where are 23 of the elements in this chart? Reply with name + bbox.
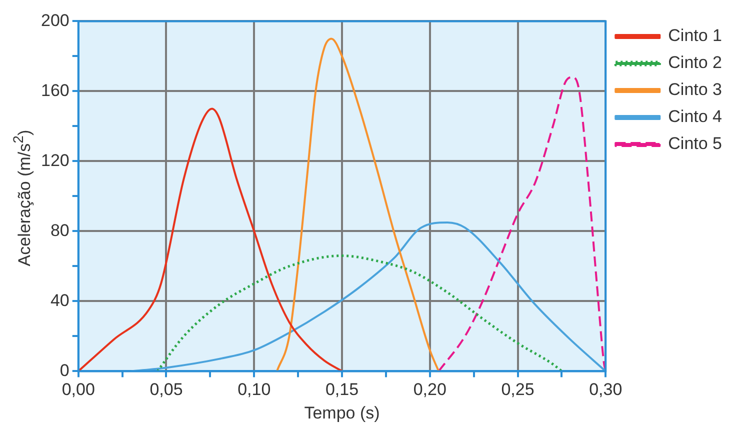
legend-label: Cinto 2 xyxy=(668,53,722,72)
line-series xyxy=(438,76,606,372)
y-tick-label: 80 xyxy=(50,220,70,240)
x-axis-title: Tempo (s) xyxy=(304,403,380,422)
y-tick-label: 40 xyxy=(50,290,70,310)
x-tick-label: 0,00 xyxy=(62,380,95,400)
y-tick-label: 200 xyxy=(40,10,70,30)
line-series xyxy=(276,38,440,372)
y-tick-label: 0 xyxy=(60,360,70,380)
x-tick-label: 0,20 xyxy=(413,380,446,400)
x-tick-label: 0,05 xyxy=(150,380,183,400)
x-tick-label: 0,25 xyxy=(501,380,534,400)
y-tick-label: 160 xyxy=(40,80,70,100)
x-tick-label: 0,30 xyxy=(589,380,622,400)
legend-label: Cinto 3 xyxy=(668,80,722,100)
legend-label: Cinto 5 xyxy=(668,134,722,154)
legend-label: Cinto 4 xyxy=(668,107,722,126)
line-series xyxy=(78,108,343,372)
line-series xyxy=(156,254,563,372)
legend-label: Cinto 1 xyxy=(668,26,722,46)
x-tick-label: 0,10 xyxy=(238,380,271,400)
x-tick-label: 0,15 xyxy=(325,380,359,400)
y-tick-label: 120 xyxy=(40,150,70,170)
